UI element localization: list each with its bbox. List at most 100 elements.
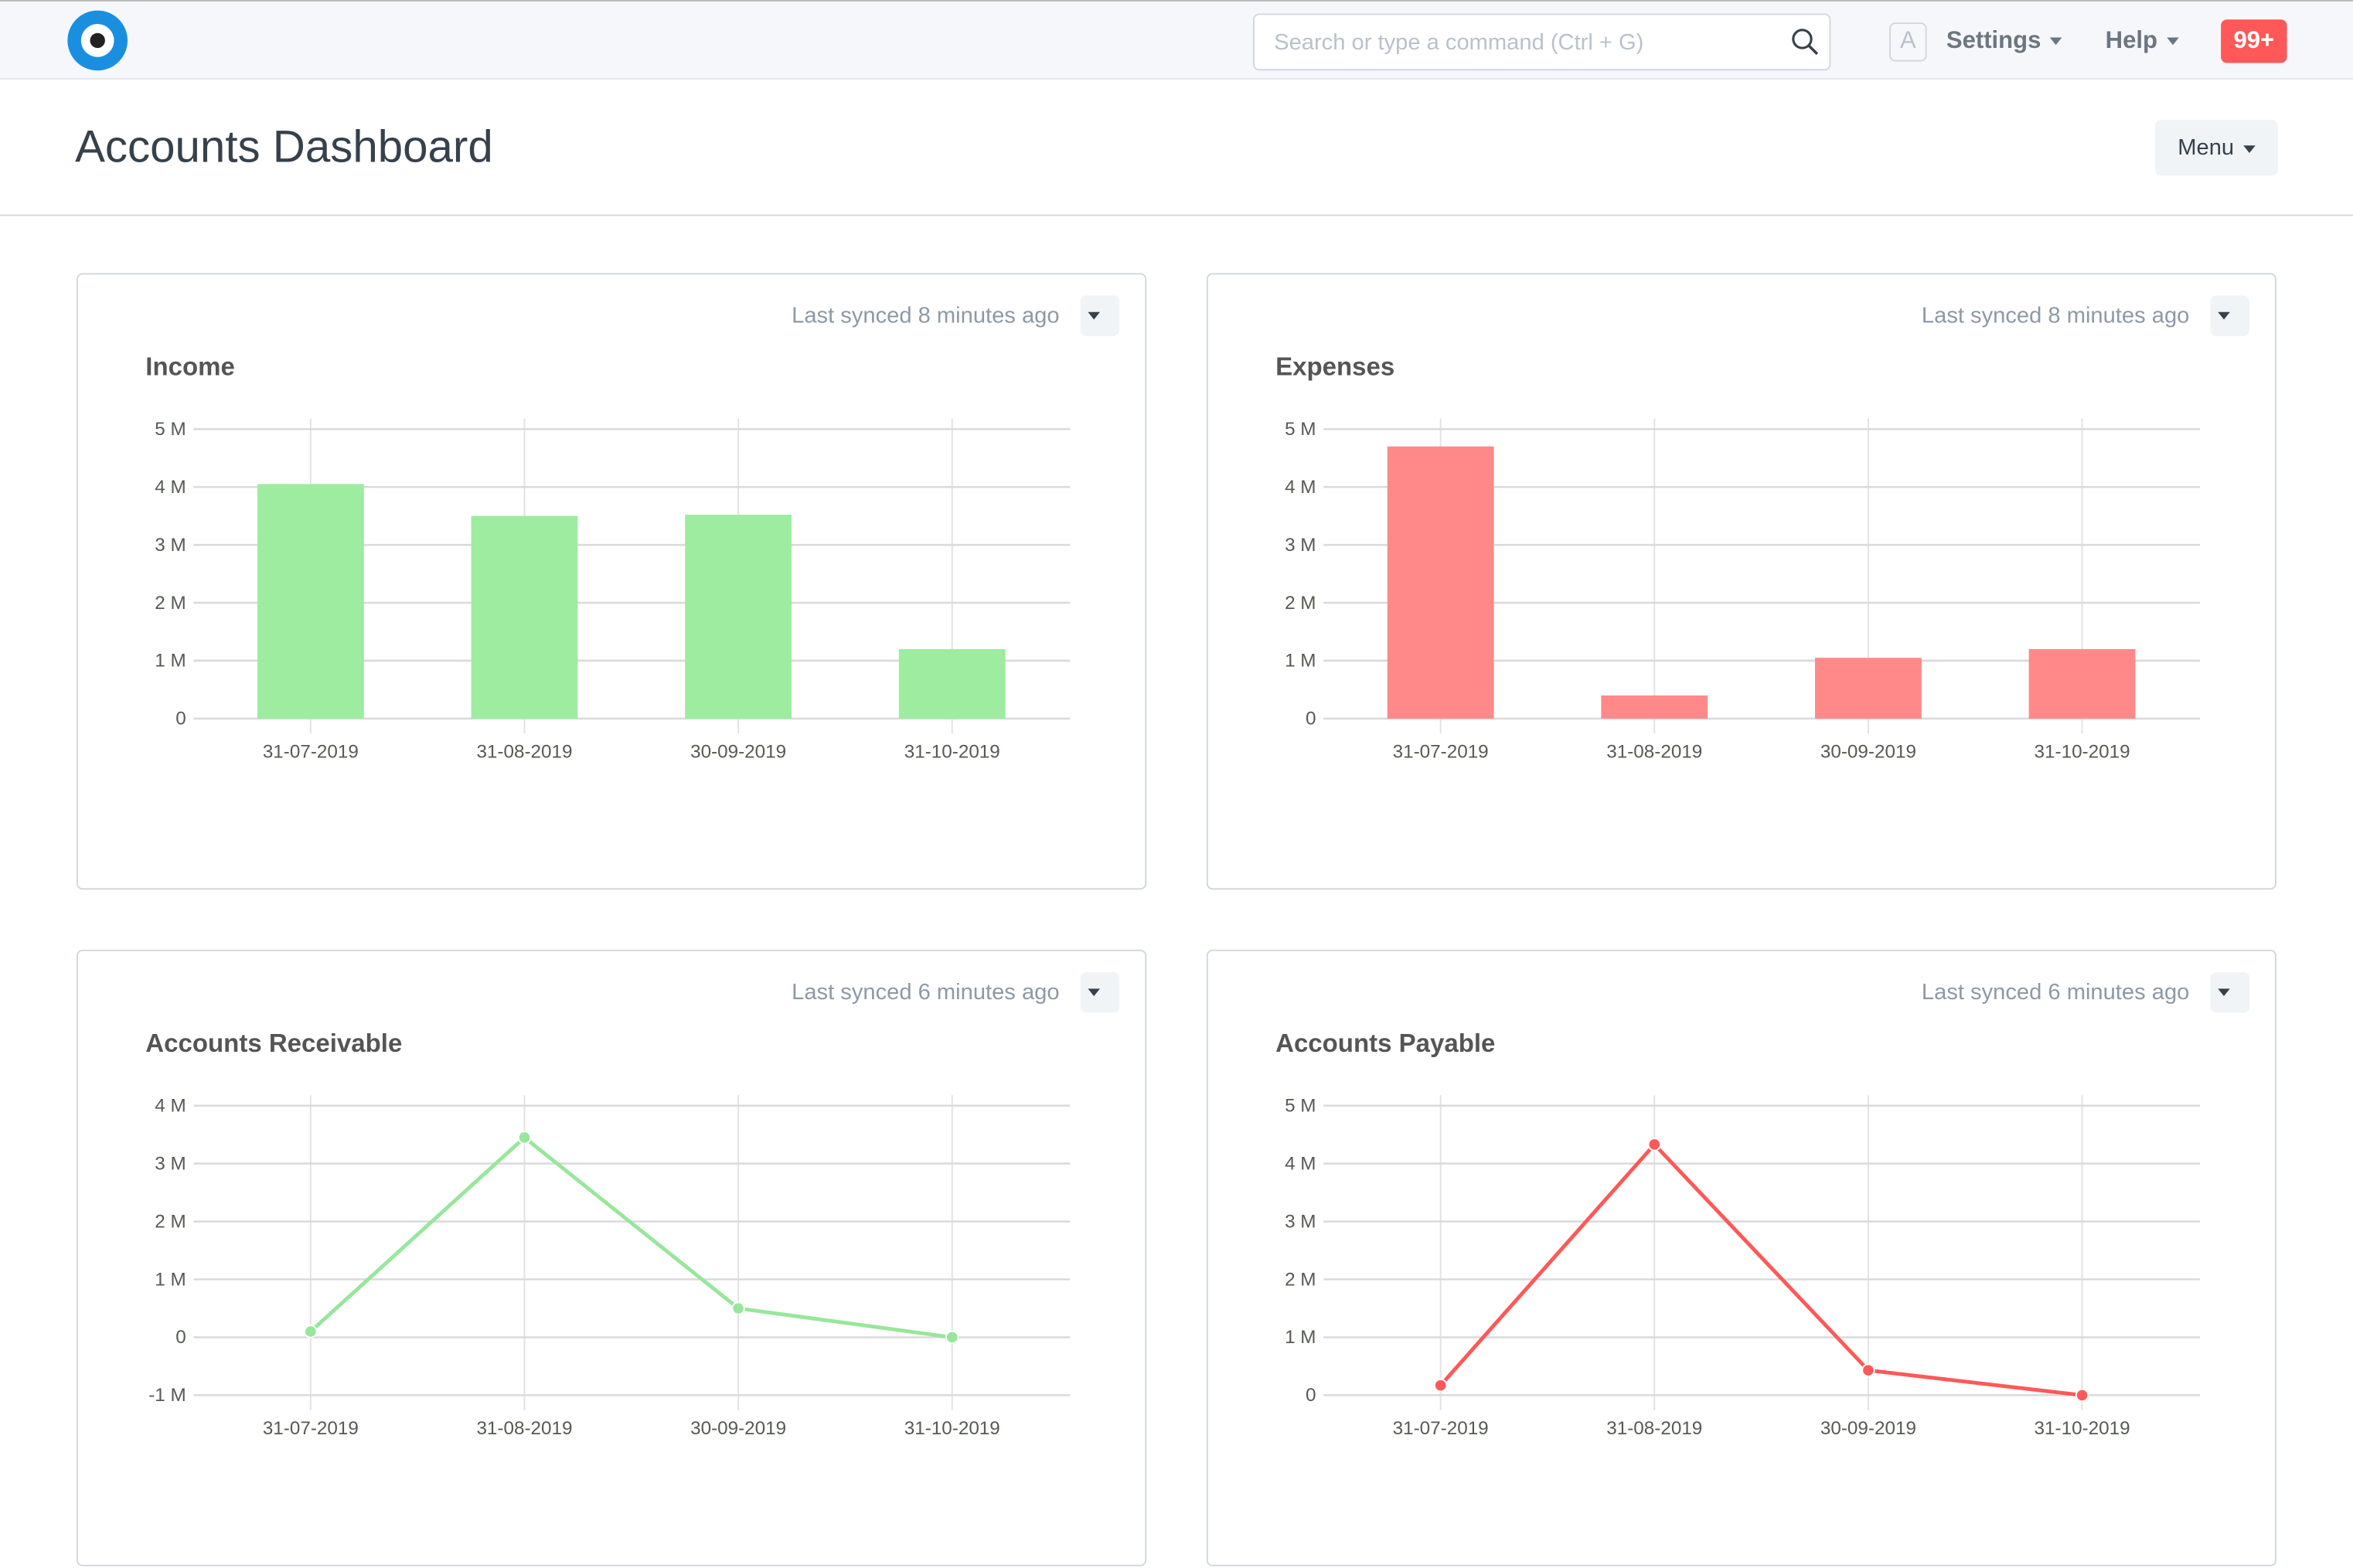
y-tick-label: 1 M	[1285, 1327, 1316, 1348]
y-tick-label: 3 M	[1285, 535, 1316, 556]
last-synced-text: Last synced 6 minutes ago	[1921, 979, 2190, 1005]
bar	[1387, 446, 1494, 719]
bar	[1601, 695, 1708, 719]
x-tick-label: 31-10-2019	[904, 741, 1000, 762]
x-tick-label: 31-08-2019	[476, 1418, 572, 1439]
bar	[471, 515, 578, 719]
data-point	[1433, 1378, 1448, 1393]
x-tick-label: 31-10-2019	[2035, 1418, 2130, 1439]
y-tick-label: 2 M	[1285, 1269, 1316, 1290]
chevron-down-icon	[2166, 38, 2179, 46]
y-tick-label: 5 M	[1285, 1096, 1316, 1117]
y-tick-label: 4 M	[1285, 477, 1316, 498]
chevron-down-icon	[1088, 988, 1100, 997]
y-tick-label: 0	[1306, 709, 1316, 730]
y-tick-label: 4 M	[155, 477, 186, 498]
data-point	[1647, 1138, 1662, 1151]
x-tick-label: 31-07-2019	[1393, 1418, 1489, 1439]
menu-label: Menu	[2178, 134, 2235, 161]
dashboard-card-expenses: Last synced 8 minutes ago Expenses 0 1 M 2 …	[1206, 273, 2276, 890]
bar	[2028, 648, 2136, 719]
x-tick-label: 31-10-2019	[2035, 741, 2130, 762]
card-options-button[interactable]	[2210, 295, 2250, 336]
y-tick-label: 5 M	[1285, 419, 1316, 440]
menu-button[interactable]: Menu	[2154, 120, 2278, 176]
chevron-down-icon	[2050, 38, 2062, 46]
data-point	[1861, 1363, 1875, 1377]
y-tick-label: 1 M	[155, 1269, 186, 1290]
y-tick-label: 3 M	[1285, 1211, 1316, 1232]
chart-accounts-receivable: -1 M 0 1 M 2 M 3 M 4 M 31-07-2019 31-08-2019 30-…	[148, 1095, 1071, 1439]
y-tick-label: 2 M	[155, 593, 186, 614]
data-point	[304, 1325, 318, 1338]
dashboard-card-accounts-payable: Last synced 6 minutes ago Accounts Payab…	[1206, 949, 2276, 1566]
y-tick-label: 1 M	[1285, 651, 1316, 672]
chart-income: 0 1 M 2 M 3 M 4 M 5 M 31-07-2019 31-08-2019 30-0…	[155, 418, 1071, 762]
y-tick-label: 4 M	[155, 1096, 186, 1117]
card-title: Accounts Receivable	[145, 1029, 403, 1058]
bar	[685, 515, 792, 719]
x-tick-label: 31-08-2019	[476, 741, 572, 762]
y-tick-label: 0	[175, 1327, 186, 1348]
bar	[1815, 658, 1922, 719]
x-tick-label: 30-09-2019	[690, 1418, 786, 1439]
dashboard-card-income: Last synced 8 minutes ago Income 0 1 M 2 M 3…	[77, 273, 1147, 890]
y-tick-label: 3 M	[155, 1153, 186, 1174]
divider	[0, 214, 2353, 216]
x-tick-label: 30-09-2019	[1820, 1418, 1916, 1439]
avatar[interactable]: A	[1889, 22, 1927, 62]
search-placeholder: Search or type a command (Ctrl + G)	[1274, 29, 1644, 56]
last-synced-text: Last synced 8 minutes ago	[792, 303, 1060, 329]
help-dropdown[interactable]: Help	[2105, 28, 2179, 56]
y-tick-label: 0	[175, 709, 186, 730]
y-tick-label: 0	[1306, 1385, 1316, 1406]
y-tick-label: 5 M	[155, 419, 186, 440]
data-point	[2075, 1388, 2089, 1403]
last-synced-text: Last synced 6 minutes ago	[792, 979, 1060, 1005]
x-tick-label: 30-09-2019	[1820, 741, 1916, 762]
data-point	[945, 1330, 959, 1345]
y-tick-label: 2 M	[155, 1211, 186, 1232]
page-title: Accounts Dashboard	[75, 123, 493, 173]
y-tick-label: 4 M	[1285, 1153, 1316, 1174]
chevron-down-icon	[2242, 145, 2256, 153]
search-input[interactable]: Search or type a command (Ctrl + G)	[1252, 13, 1831, 71]
x-tick-label: 30-09-2019	[690, 741, 786, 762]
chevron-down-icon	[1088, 311, 1100, 320]
settings-dropdown[interactable]: Settings	[1946, 29, 2062, 56]
data-point	[731, 1301, 745, 1315]
dashboard-card-accounts-receivable: Last synced 6 minutes ago Accounts Recei…	[77, 949, 1147, 1566]
bar	[898, 648, 1006, 719]
series-line	[309, 1134, 953, 1339]
y-tick-label: -1 M	[148, 1385, 186, 1406]
data-point	[517, 1131, 532, 1145]
card-options-button[interactable]	[1080, 295, 1120, 336]
y-tick-label: 2 M	[1285, 593, 1316, 614]
last-synced-text: Last synced 8 minutes ago	[1921, 303, 2190, 329]
card-options-button[interactable]	[1080, 971, 1120, 1013]
chevron-down-icon	[2218, 311, 2230, 320]
card-options-button[interactable]	[2210, 971, 2250, 1013]
search-icon[interactable]	[1790, 27, 1820, 57]
y-tick-label: 1 M	[155, 651, 186, 672]
chart-accounts-payable: 0 1 M 2 M 3 M 4 M 5 M 31-07-2019 31-08-2019 30-0…	[1285, 1095, 2200, 1439]
x-tick-label: 31-07-2019	[263, 1418, 359, 1439]
app-logo[interactable]	[67, 10, 128, 71]
notifications-badge[interactable]: 99+	[2221, 19, 2287, 63]
bar	[257, 484, 364, 719]
series-line	[1439, 1141, 2082, 1397]
y-tick-label: 3 M	[155, 535, 186, 556]
help-label: Help	[2105, 28, 2157, 54]
card-title: Accounts Payable	[1275, 1029, 1496, 1058]
x-tick-label: 31-10-2019	[904, 1418, 1000, 1439]
card-title: Income	[145, 352, 235, 382]
chart-expenses: 0 1 M 2 M 3 M 4 M 5 M 31-07-2019 31-08-2019 30-0…	[1285, 418, 2200, 762]
navbar: Search or type a command (Ctrl + G) A Se…	[0, 0, 2353, 80]
settings-label: Settings	[1946, 28, 2041, 54]
chevron-down-icon	[2218, 988, 2230, 997]
x-tick-label: 31-08-2019	[1606, 741, 1702, 762]
card-title: Expenses	[1275, 352, 1395, 382]
x-tick-label: 31-08-2019	[1606, 1418, 1702, 1439]
x-tick-label: 31-07-2019	[263, 741, 359, 762]
x-tick-label: 31-07-2019	[1393, 741, 1489, 762]
